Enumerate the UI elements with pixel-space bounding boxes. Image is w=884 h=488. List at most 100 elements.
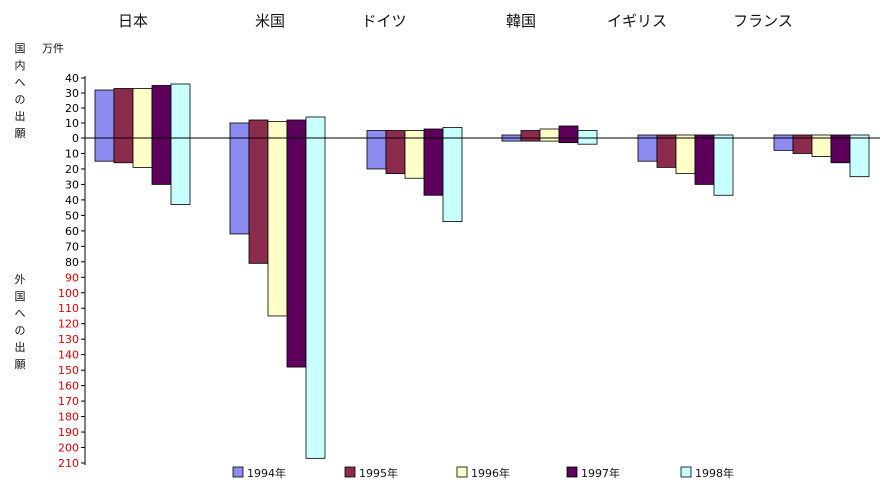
y-tick-label: 60 xyxy=(65,225,79,238)
y-tick-label: 0 xyxy=(72,132,79,145)
bar-domestic xyxy=(385,130,406,139)
legend-swatch xyxy=(566,466,578,478)
bar-domestic xyxy=(558,125,579,139)
bar-foreign xyxy=(830,137,851,164)
legend-swatch xyxy=(344,466,356,478)
bar-foreign xyxy=(385,137,406,174)
country-label: イギリス xyxy=(607,12,667,30)
legend-label: 1996年 xyxy=(471,466,510,480)
bar-foreign xyxy=(170,137,191,205)
lower-axis-caption: 願 xyxy=(15,358,26,371)
legend-swatch xyxy=(232,466,244,478)
bar-foreign xyxy=(423,137,444,196)
bar-foreign xyxy=(404,137,425,179)
bar-domestic xyxy=(248,119,269,139)
bar-foreign xyxy=(656,137,677,168)
bar-domestic xyxy=(132,88,153,139)
bar-foreign xyxy=(305,137,326,459)
y-tick-label: 110 xyxy=(58,302,79,315)
unit-label: 万件 xyxy=(42,42,64,55)
bar-domestic xyxy=(577,130,598,139)
bar-foreign xyxy=(442,137,463,222)
y-tick-label: 80 xyxy=(65,256,79,269)
legend-label: 1994年 xyxy=(247,466,286,480)
lower-axis-caption: 国 xyxy=(15,290,26,303)
bar-domestic xyxy=(520,130,541,139)
lower-axis-caption: 出 xyxy=(15,340,26,354)
country-label: ドイツ xyxy=(361,12,406,30)
bar-foreign xyxy=(577,137,598,145)
y-tick-label: 150 xyxy=(58,364,79,377)
y-tick-label: 30 xyxy=(65,87,79,100)
y-tick-label: 40 xyxy=(65,72,79,85)
bar-foreign xyxy=(229,137,250,235)
lower-axis-caption: 外 xyxy=(15,273,26,286)
bar-foreign xyxy=(94,137,115,162)
upper-axis-caption: 国 xyxy=(15,42,26,55)
bar-domestic xyxy=(286,119,307,139)
upper-axis-caption: の xyxy=(15,93,26,106)
y-tick-label: 50 xyxy=(65,209,79,222)
y-tick-label: 200 xyxy=(58,442,79,455)
country-label: フランス xyxy=(733,12,793,30)
bar-foreign xyxy=(792,137,813,154)
y-tick-label: 20 xyxy=(65,102,79,115)
y-tick-label: 20 xyxy=(65,163,79,176)
bar-domestic xyxy=(113,88,134,139)
bar-domestic xyxy=(404,130,425,139)
bar-foreign xyxy=(248,137,269,264)
bar-foreign xyxy=(267,137,288,317)
y-tick-label: 90 xyxy=(65,271,79,284)
upper-axis-caption: 内 xyxy=(15,58,26,72)
bar-foreign xyxy=(849,137,870,178)
bar-domestic xyxy=(366,130,387,139)
country-label: 日本 xyxy=(118,12,148,30)
y-tick-label: 120 xyxy=(58,318,79,331)
bar-foreign xyxy=(694,137,715,185)
y-tick-label: 160 xyxy=(58,380,79,393)
y-tick-label: 40 xyxy=(65,194,79,207)
bar-foreign xyxy=(132,137,153,168)
bar-domestic xyxy=(229,122,250,139)
y-tick-label: 190 xyxy=(58,426,79,439)
bar-foreign xyxy=(558,137,579,144)
upper-axis-caption: 出 xyxy=(15,109,26,123)
y-tick-label: 130 xyxy=(58,333,79,346)
legend-swatch xyxy=(680,466,692,478)
lower-axis-caption: へ xyxy=(15,307,26,320)
bar-domestic xyxy=(170,83,191,139)
country-label: 米国 xyxy=(255,12,285,30)
y-tick-label: 210 xyxy=(58,457,79,470)
upper-axis-caption: へ xyxy=(15,76,26,89)
bar-foreign xyxy=(773,137,794,151)
legend-swatch xyxy=(456,466,468,478)
y-tick-label: 10 xyxy=(65,117,79,130)
y-tick-label: 10 xyxy=(65,147,79,160)
bar-domestic xyxy=(151,85,172,139)
bar-foreign xyxy=(366,137,387,170)
y-tick-label: 70 xyxy=(65,240,79,253)
y-tick-label: 180 xyxy=(58,411,79,424)
bar-foreign xyxy=(713,137,734,196)
bar-foreign xyxy=(675,137,696,174)
bar-foreign xyxy=(286,137,307,368)
bar-foreign xyxy=(151,137,172,185)
bar-domestic xyxy=(423,128,444,139)
legend-label: 1997年 xyxy=(581,466,620,480)
y-tick-label: 30 xyxy=(65,178,79,191)
country-label: 韓国 xyxy=(506,12,536,30)
bar-foreign xyxy=(637,137,658,162)
bar-foreign xyxy=(811,137,832,157)
bar-foreign xyxy=(113,137,134,164)
bar-domestic xyxy=(267,121,288,139)
upper-axis-caption: 願 xyxy=(15,127,26,140)
legend-label: 1995年 xyxy=(359,466,398,480)
y-tick-label: 140 xyxy=(58,349,79,362)
bar-domestic xyxy=(94,89,115,139)
y-tick-label: 170 xyxy=(58,395,79,408)
bar-domestic xyxy=(305,116,326,139)
y-tick-label: 100 xyxy=(58,287,79,300)
bar-domestic xyxy=(442,127,463,139)
